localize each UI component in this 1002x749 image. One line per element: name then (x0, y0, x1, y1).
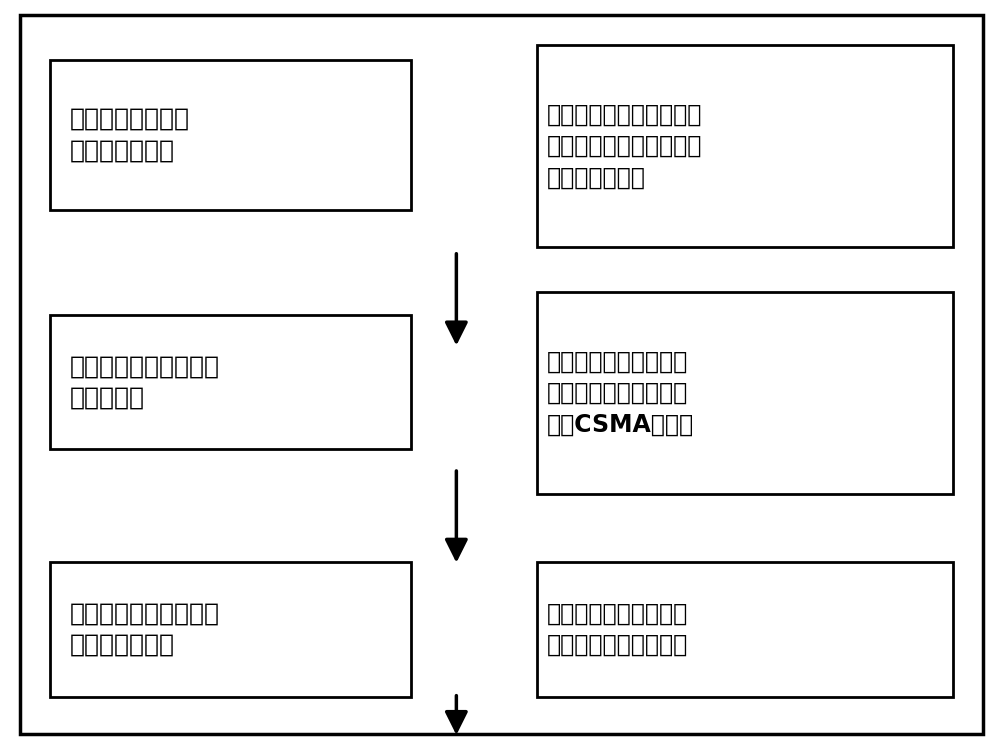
Bar (536, 45, 952, 247)
Bar (536, 292, 952, 494)
Bar (50, 315, 411, 449)
Text: 工业以太网网络数据传
输捕获效应模型: 工业以太网网络数据传 输捕获效应模型 (70, 601, 220, 657)
Text: 工业以太网网络传输协
议改进模型: 工业以太网网络传输协 议改进模型 (70, 354, 220, 410)
Text: 当数据冲突，接收具有
最大接收功率的数据包: 当数据冲突，接收具有 最大接收功率的数据包 (546, 601, 687, 657)
Text: 通过采用时隙再分割的
方法，建立新的时隙非
坚持CSMA协议。: 通过采用时隙再分割的 方法，建立新的时隙非 坚持CSMA协议。 (546, 350, 693, 437)
Bar (536, 562, 952, 697)
Text: 考虑到距离以及障碍物的
影响，对路径损耗与阴影
衰落分别建模。: 考虑到距离以及障碍物的 影响，对路径损耗与阴影 衰落分别建模。 (546, 103, 701, 189)
Bar (50, 562, 411, 697)
Text: 工业以太网网络信
道传输结构模型: 工业以太网网络信 道传输结构模型 (70, 107, 190, 163)
Bar (50, 60, 411, 210)
